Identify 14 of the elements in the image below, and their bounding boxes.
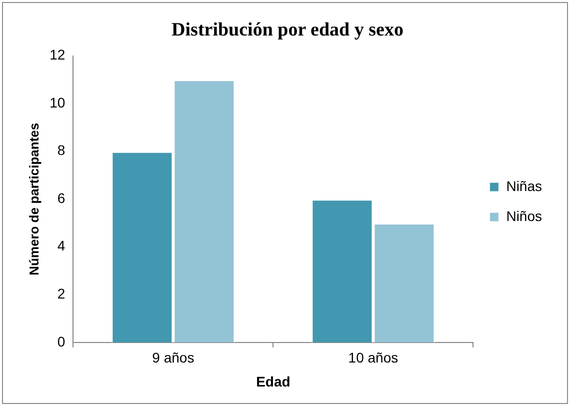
y-tick-label: 2 xyxy=(57,285,66,302)
y-tick-label: 10 xyxy=(50,94,66,110)
y-tick-label: 0 xyxy=(57,333,66,350)
y-axis-title: Número de participantes xyxy=(26,122,42,276)
x-tick-label: 9 años xyxy=(152,350,194,366)
y-tick-label: 4 xyxy=(57,238,66,254)
y-tick-label: 8 xyxy=(57,142,66,158)
x-tick-label: 10 años xyxy=(348,350,398,366)
y-tick-label: 6 xyxy=(57,190,66,206)
y-tick-label: 12 xyxy=(50,46,66,63)
legend-label: Niños xyxy=(506,208,542,224)
legend-label: Niñas xyxy=(506,178,542,194)
chart-title: Distribución por edad y sexo xyxy=(172,19,404,40)
x-axis-title: Edad xyxy=(256,373,290,390)
